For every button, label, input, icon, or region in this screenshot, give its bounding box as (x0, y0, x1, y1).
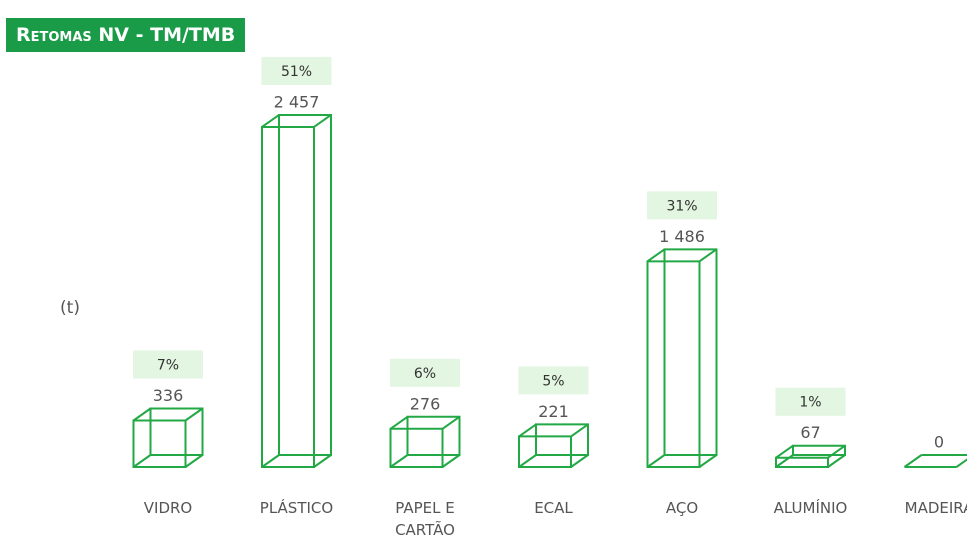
x-tick-label: AÇO (665, 499, 699, 517)
x-tick-label: ECAL (534, 499, 573, 517)
x-tick-label: MADEIRA (904, 499, 967, 517)
x-tick-label: PAPEL E CARTÃO (395, 499, 455, 539)
x-tick-label: ALUMÍNIO (773, 499, 848, 517)
chart-title: Retomas NV - TM/TMB (6, 18, 246, 52)
share-box (518, 366, 589, 395)
share-box (133, 350, 203, 379)
x-tick-label: VIDRO (143, 499, 193, 517)
bar (518, 423, 589, 468)
bar (261, 113, 332, 468)
value-label: 276 (410, 394, 441, 413)
y-axis-label: (t) (60, 298, 80, 318)
value-label: 336 (153, 386, 184, 405)
x-tick-label: PLÁSTICO (259, 499, 334, 517)
bar (389, 415, 461, 468)
share-label: 51% (281, 64, 312, 80)
share-box (261, 56, 332, 85)
value-label: 0 (934, 433, 944, 452)
share-label: 5% (542, 373, 564, 389)
bar (775, 444, 846, 468)
bar (903, 454, 967, 468)
bar (646, 248, 718, 468)
share-label: 31% (666, 198, 697, 214)
value-label: 1 486 (659, 227, 705, 246)
share-box (390, 358, 460, 387)
share-box (647, 191, 717, 220)
share-label: 1% (799, 395, 821, 411)
value-label: 221 (538, 402, 569, 421)
value-label: 67 (800, 423, 820, 442)
share-label: 6% (414, 366, 436, 382)
share-box (775, 387, 846, 416)
value-label: 2 457 (274, 92, 320, 111)
bar (132, 407, 204, 468)
share-label: 7% (157, 357, 179, 373)
